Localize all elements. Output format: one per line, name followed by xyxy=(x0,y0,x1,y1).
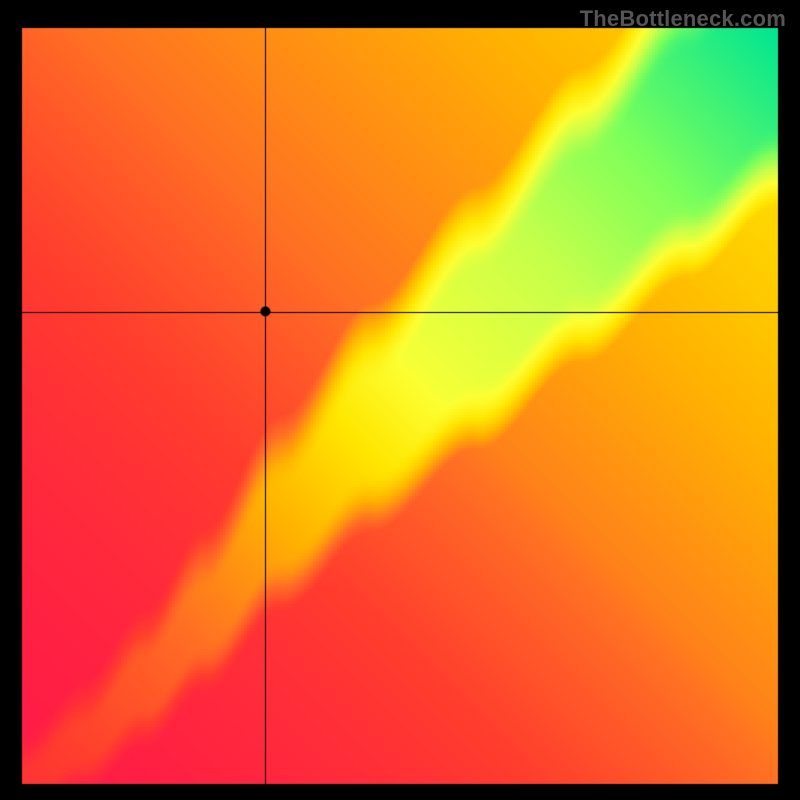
bottleneck-heatmap xyxy=(0,0,800,800)
watermark-text: TheBottleneck.com xyxy=(580,6,786,32)
